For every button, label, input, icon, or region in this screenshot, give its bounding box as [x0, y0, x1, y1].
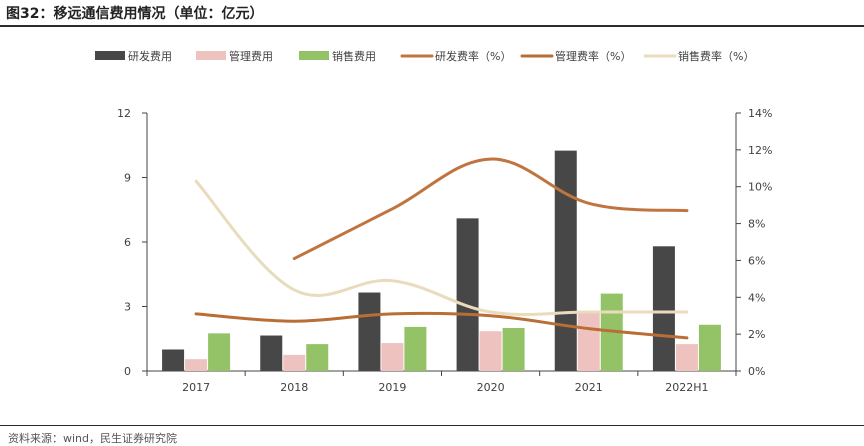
expense-chart: 研发费用 管理费用 销售费用 研发费率（%） 管理费率（%） 销售费率（%） 0 3 6 9 12…: [95, 49, 772, 394]
legend-label-管理费率-rate: 管理费率（%）: [555, 49, 631, 63]
bar-管理费用: [577, 312, 600, 371]
left-axis-tick-label: 6: [124, 236, 131, 249]
legend-label-研发费用: 研发费用: [128, 49, 172, 63]
x-axis-tick-label: 2020: [477, 381, 505, 394]
bar-销售费用: [698, 324, 721, 371]
bar-研发费用: [554, 150, 577, 371]
bar-销售费用: [306, 344, 329, 371]
bar-研发费用: [260, 335, 283, 371]
left-axis-tick-label: 9: [124, 172, 131, 185]
figure-title: 图32：移远通信费用情况（单位：亿元）: [6, 6, 264, 22]
right-axis-tick-label: 12%: [748, 144, 772, 157]
left-axis-tick-label: 0: [124, 365, 131, 378]
left-axis-tick-label: 12: [117, 107, 131, 120]
bar-series-group: [162, 150, 721, 371]
legend-label-管理费用: 管理费用: [229, 49, 273, 63]
chart-axes: 0 3 6 9 12 0% 2% 4% 6% 8% 10% 12% 14% 2017 2018 2019 202…: [117, 107, 772, 394]
chart-legend: 研发费用 管理费用 销售费用 研发费率（%） 管理费率（%） 销售费率（%）: [95, 49, 754, 63]
right-axis-tick-label: 4%: [748, 291, 765, 304]
title-divider: [0, 25, 864, 27]
legend-swatch-管理费用: [196, 51, 226, 60]
bar-管理费用: [185, 359, 208, 371]
legend-label-销售费率-rate: 销售费率（%）: [678, 49, 754, 63]
right-axis-tick-label: 10%: [748, 181, 772, 194]
bar-管理费用: [381, 343, 404, 371]
x-axis-tick-label: 2018: [280, 381, 308, 394]
legend-label-研发费率-rate: 研发费率（%）: [435, 49, 511, 63]
right-axis-tick-label: 6%: [748, 254, 765, 267]
x-axis-tick-label: 2017: [182, 381, 210, 394]
bar-研发费用: [162, 349, 185, 371]
right-axis-tick-label: 8%: [748, 218, 765, 231]
bar-销售费用: [208, 333, 231, 371]
legend-swatch-销售费用: [299, 51, 329, 60]
bar-销售费用: [502, 328, 525, 371]
bar-销售费用: [404, 326, 427, 371]
legend-label-销售费用: 销售费用: [332, 49, 376, 63]
bar-研发费用: [456, 218, 479, 371]
legend-swatch-研发费用: [95, 51, 125, 60]
source-note: 资料来源：wind，民生证券研究院: [8, 432, 178, 445]
right-axis-tick-label: 2%: [748, 328, 765, 341]
line-销售费率-rate: [194, 179, 689, 317]
line-series-group: [194, 157, 689, 340]
footer-divider: [0, 425, 864, 426]
bar-管理费用: [283, 354, 306, 371]
line-管理费率-rate: [194, 311, 689, 340]
bar-管理费用: [675, 344, 698, 371]
x-axis-tick-label: 2019: [378, 381, 406, 394]
left-axis-tick-label: 3: [124, 301, 131, 314]
bar-研发费用: [358, 292, 381, 371]
bar-管理费用: [479, 331, 502, 371]
right-axis-tick-label: 14%: [748, 107, 772, 120]
line-研发费率-rate: [292, 157, 689, 261]
x-axis-tick-label: 2021: [575, 381, 603, 394]
x-axis-tick-label: 2022H1: [665, 381, 708, 394]
bar-研发费用: [652, 246, 675, 371]
right-axis-tick-label: 0%: [748, 365, 765, 378]
